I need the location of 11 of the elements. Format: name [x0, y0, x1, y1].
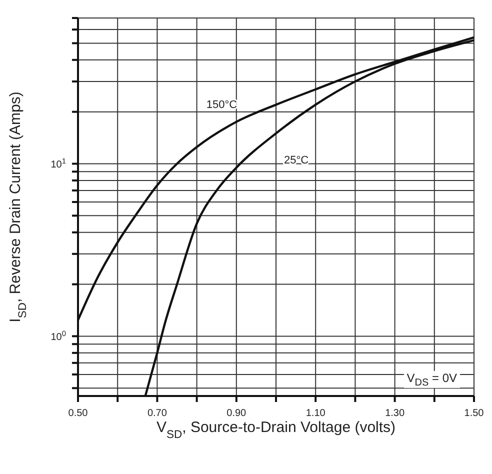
- x-tick-label: 1.30: [385, 408, 405, 419]
- y-tick-label: 10$^{1}$: [50, 156, 66, 171]
- x-axis-title: V$_{SD}$, Source-to-Drain Voltage (volts): [156, 419, 396, 441]
- x-tick-label: 1.50: [464, 408, 484, 419]
- annotation: V$_{DS}$ = 0V: [406, 370, 457, 388]
- y-tick-label: 10$^{0}$: [50, 328, 66, 344]
- x-tick-label: 0.70: [147, 408, 168, 419]
- series-label: 25°C: [284, 154, 309, 166]
- x-tick-label: 1.10: [306, 408, 326, 419]
- x-tick-label: 0.90: [226, 408, 247, 419]
- x-tick-label: 0.50: [68, 408, 88, 419]
